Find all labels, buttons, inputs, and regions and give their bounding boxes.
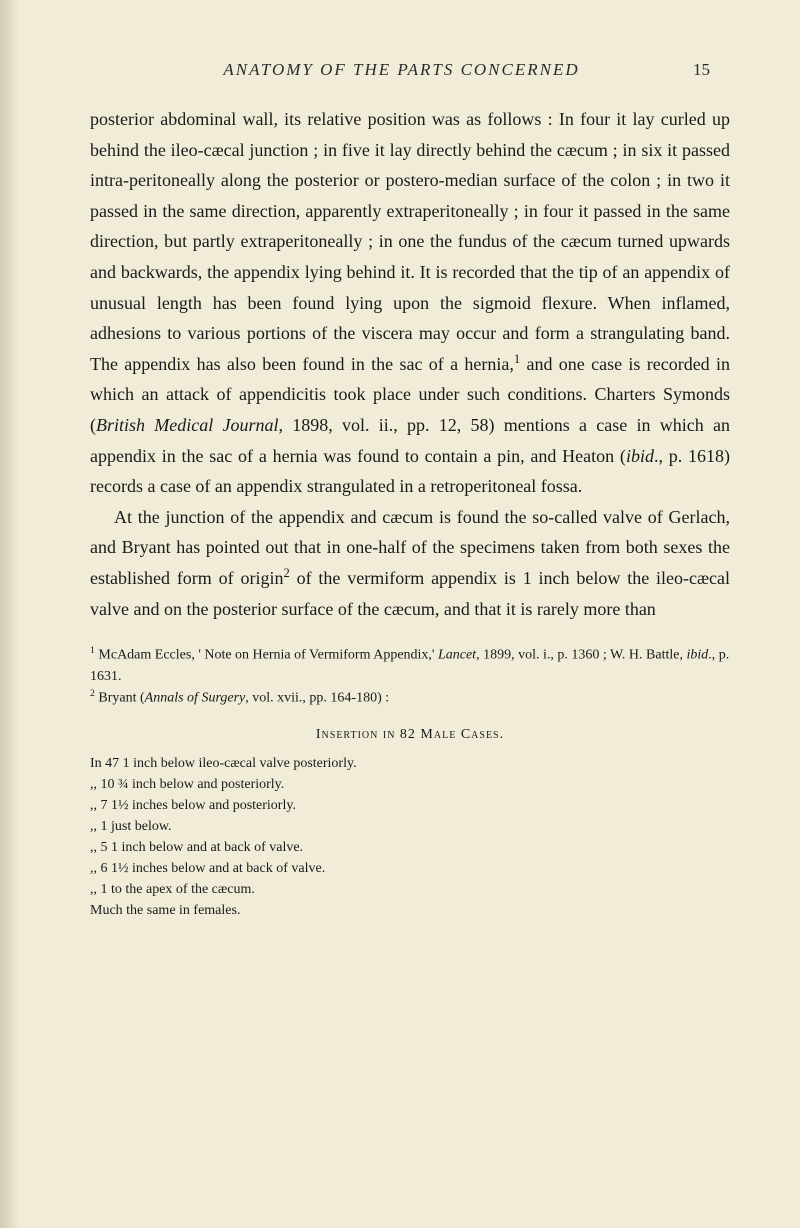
page-number: 15 <box>693 60 710 80</box>
closing-line: Much the same in females. <box>90 900 730 921</box>
list-item: ,, 1 just below. <box>90 816 730 837</box>
table-heading: Insertion in 82 Male Cases. <box>90 724 730 745</box>
paragraph-2: At the junction of the appendix and cæcu… <box>90 502 730 624</box>
footnote-1: 1 McAdam Eccles, ' Note on Hernia of Ver… <box>90 644 730 687</box>
footnote-2: 2 Bryant (Annals of Surgery, vol. xvii.,… <box>90 687 730 709</box>
list-item: ,, 6 1½ inches below and at back of valv… <box>90 858 730 879</box>
main-text: posterior abdominal wall, its relative p… <box>90 104 730 624</box>
running-title: ANATOMY OF THE PARTS CONCERNED <box>110 60 693 80</box>
list-item: ,, 7 1½ inches below and posteriorly. <box>90 795 730 816</box>
binding-edge <box>2 80 12 1148</box>
list-item: ,, 10 ¾ inch below and posteriorly. <box>90 774 730 795</box>
paragraph-1: posterior abdominal wall, its relative p… <box>90 104 730 502</box>
list-item: ,, 1 to the apex of the cæcum. <box>90 879 730 900</box>
list-item: ,, 5 1 inch below and at back of valve. <box>90 837 730 858</box>
book-page: ANATOMY OF THE PARTS CONCERNED 15 poster… <box>0 0 800 1228</box>
list-item: In 47 1 inch below ileo-cæcal valve post… <box>90 753 730 774</box>
footnotes: 1 McAdam Eccles, ' Note on Hernia of Ver… <box>90 644 730 921</box>
page-header: ANATOMY OF THE PARTS CONCERNED 15 <box>90 60 730 80</box>
